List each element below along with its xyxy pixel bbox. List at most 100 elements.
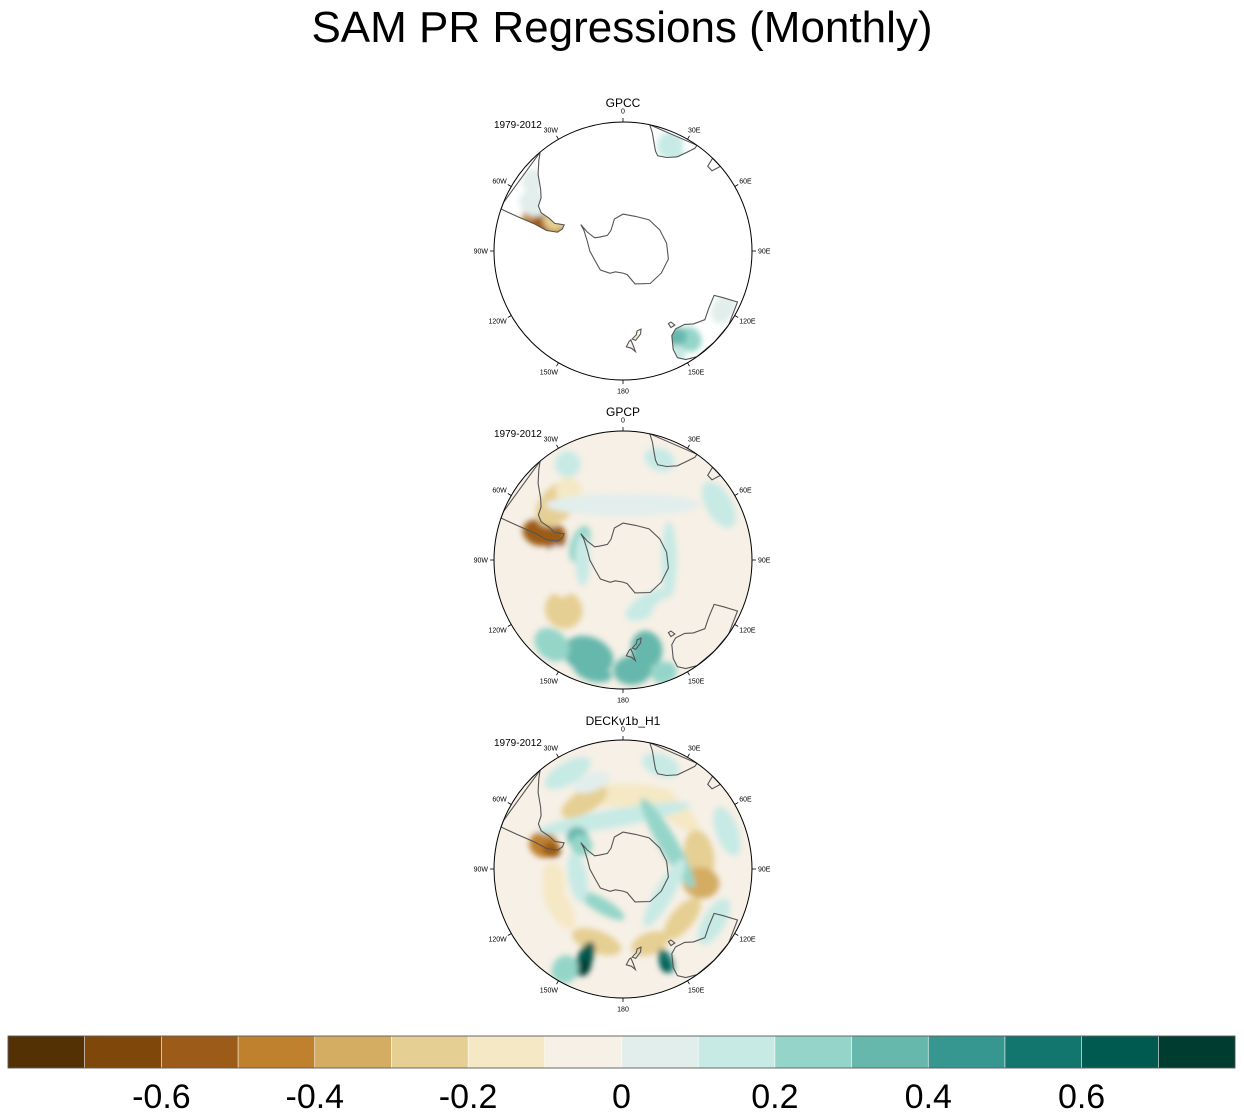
colorbar-bin [314,1035,392,1069]
colorbar-bin [161,1035,239,1069]
anomaly-deckv1b-h1-11 [542,862,566,901]
lon-tick [556,135,559,140]
lon-label: 30W [544,127,559,134]
lon-tick [687,671,690,676]
anomaly-deckv1b-h1-25 [713,806,741,856]
colorbar-bin [774,1035,853,1069]
coastline-australia [671,603,739,670]
anomaly-gpcp-22 [651,661,677,684]
lon-label: 150W [540,370,559,377]
coastline-tasmania [667,630,676,638]
lon-tick [734,493,739,496]
figure-title: SAM PR Regressions (Monthly) [311,3,933,52]
lon-label: 180 [617,389,629,396]
lon-label: 150W [540,988,559,995]
coastline-southAmerica [500,769,565,851]
lon-label: 30E [688,436,701,443]
colorbar-bin [391,1035,469,1069]
anomaly-deckv1b-h1-3 [561,785,608,819]
coastline-africa [648,123,698,159]
lon-label: 0 [621,109,625,116]
coastline-antarctica [580,213,669,285]
panel-title: GPCC [606,96,641,110]
colorbar-tick-label: -0.6 [132,1078,191,1116]
lon-label: 150E [688,370,705,377]
colorbar-bin [84,1035,162,1069]
lon-label: 0 [621,418,625,425]
lon-label: 60E [739,488,752,495]
lon-tick [734,933,739,936]
colorbar-bin [927,1035,1006,1069]
lon-label: 150W [540,679,559,686]
lon-tick [556,671,559,676]
anomaly-deckv1b-h1-15 [579,891,625,921]
lon-tick [687,444,690,449]
anomaly-gpcp-4 [554,451,581,478]
lon-tick [734,624,739,627]
colorbar-bin [237,1035,316,1069]
anomaly-deckv1b-h1-24 [642,752,680,778]
lon-tick [734,315,739,318]
coastline-nzNorth [625,339,637,354]
coastline-australia [671,912,739,979]
lon-tick [507,315,512,318]
colorbar-tick-label: -0.4 [286,1078,345,1116]
colorbar-bin [7,1035,86,1069]
coastline-nzSouth [631,637,642,651]
lon-label: 120W [489,937,508,944]
coastline-tasmania [667,939,676,947]
lon-label: 180 [617,1007,629,1014]
coastline-nzSouth [631,328,642,342]
lon-label: 30E [688,127,701,134]
panel-gpcp: 0 30E 60E 90E 120E 150E 180 150W 120W 90W 60W 30W GP… [474,405,771,705]
anomaly-gpcp-18 [613,655,652,685]
anomaly-deckv1b-h1-16 [567,851,588,903]
lon-tick [556,444,559,449]
coastline-australia [671,294,739,361]
lon-tick [556,753,559,758]
panel-title: GPCP [606,405,640,419]
anomaly-gpcp-8 [686,555,724,594]
anomaly-gpcp-21 [574,661,612,683]
colorbar-frame [7,1035,1236,1069]
colorbar-bin [1004,1035,1083,1069]
lon-tick [687,753,690,758]
lon-label: 90E [758,867,771,874]
lon-label: 60E [739,179,752,186]
lon-label: 60W [492,179,507,186]
anomaly-deckv1b-h1-9 [571,928,622,956]
colorbar-bin [621,1035,699,1069]
lon-label: 90E [758,249,771,256]
colorbar: -0.6 -0.4 -0.2 0 0.2 0.4 0.6 [7,1035,1236,1116]
lon-tick [687,135,690,140]
anomaly-gpcc-10 [711,294,736,324]
coastline-southAmerica [500,151,565,233]
colorbar-bin [697,1035,776,1069]
lon-label: 60W [492,797,507,804]
colorbar-bin [851,1035,929,1069]
lon-label: 150E [688,679,705,686]
coastline-antarctica [580,831,669,903]
anomaly-gpcp-23 [650,596,686,631]
anomaly-deckv1b-h1-7 [663,897,701,940]
panel-period: 1979-2012 [494,429,542,440]
lon-label: 30W [544,436,559,443]
anomaly-gpcp-25 [589,463,628,494]
colorbar-tick-label: 0 [612,1078,631,1116]
colorbar-bin [467,1035,546,1069]
anomaly-deckv1b-h1-23 [551,955,579,984]
lon-label: 60W [492,488,507,495]
lon-label: 0 [621,727,625,734]
lon-label: 120E [739,319,756,326]
lon-tick [507,493,512,496]
coastline-tasmania [667,321,676,329]
lon-label: 90E [758,558,771,565]
anomaly-deckv1b-h1-21 [657,948,674,973]
anomaly-gpcp-1 [546,525,566,554]
anomaly-gpcp-11 [544,590,583,629]
lon-label: 120W [489,319,508,326]
lon-tick [556,362,559,367]
lon-label: 150E [688,988,705,995]
lon-label: 120E [739,937,756,944]
panel-title: DECKv1b_H1 [586,714,661,728]
